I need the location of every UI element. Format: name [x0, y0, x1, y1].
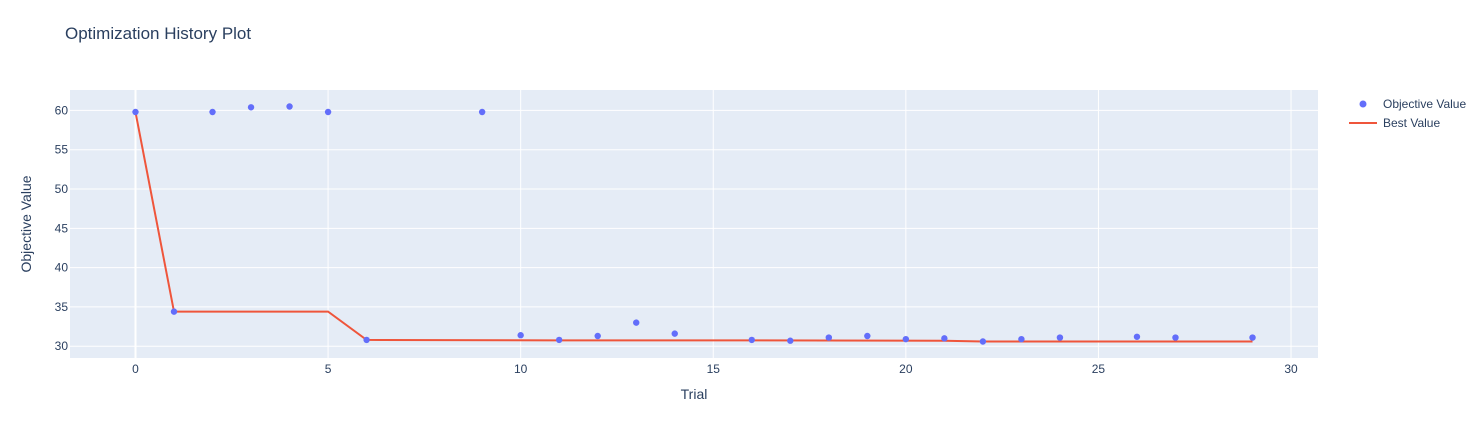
y-tick-label: 45 [55, 221, 69, 235]
data-point-trial-13[interactable] [633, 319, 640, 326]
data-point-trial-4[interactable] [286, 103, 293, 110]
grid [70, 90, 1318, 358]
x-tick-label: 5 [325, 362, 332, 376]
y-tick-label: 35 [55, 300, 69, 314]
data-point-trial-29[interactable] [1249, 334, 1256, 341]
legend-label-best-value: Best Value [1383, 116, 1440, 130]
x-axis-label: Trial [681, 386, 708, 402]
x-tick-label: 20 [899, 362, 913, 376]
data-point-trial-14[interactable] [671, 330, 678, 337]
data-point-trial-20[interactable] [902, 335, 910, 343]
data-point-trial-27[interactable] [1172, 334, 1179, 341]
chart-title: Optimization History Plot [65, 24, 251, 43]
y-tick-labels: 30 35 40 45 50 55 60 [55, 103, 69, 353]
x-tick-label: 30 [1284, 362, 1298, 376]
y-tick-label: 30 [55, 339, 69, 353]
y-tick-label: 50 [55, 182, 69, 196]
data-point-trial-19[interactable] [864, 332, 871, 340]
x-tick-label: 10 [514, 362, 528, 376]
data-point-trial-16[interactable] [748, 336, 755, 344]
data-point-trial-9[interactable] [478, 108, 486, 116]
data-point-trial-24[interactable] [1056, 334, 1064, 341]
data-point-trial-3[interactable] [247, 104, 255, 111]
y-axis-label: Objective Value [18, 175, 34, 272]
x-tick-labels: 0 5 10 15 20 25 30 [132, 362, 1298, 376]
marker-layer [132, 103, 1256, 345]
data-point-trial-5[interactable] [324, 108, 332, 116]
data-point-trial-22[interactable] [979, 338, 987, 345]
legend-item-objective-value[interactable]: Objective Value [1359, 97, 1467, 111]
plot-background [70, 90, 1318, 358]
data-point-trial-23[interactable] [1018, 335, 1025, 343]
data-point-trial-21[interactable] [941, 335, 948, 342]
y-tick-label: 55 [55, 143, 69, 157]
data-point-trial-10[interactable] [517, 332, 524, 339]
data-point-trial-26[interactable] [1133, 333, 1141, 340]
x-tick-label: 25 [1092, 362, 1106, 376]
y-tick-label: 60 [55, 103, 69, 117]
legend[interactable]: Objective Value Best Value [1349, 97, 1466, 130]
data-point-trial-0[interactable] [132, 108, 139, 116]
data-point-trial-1[interactable] [170, 308, 178, 315]
y-tick-label: 40 [55, 261, 69, 275]
data-point-trial-18[interactable] [825, 334, 833, 341]
data-point-trial-17[interactable] [787, 337, 794, 344]
legend-marker-icon [1359, 100, 1367, 108]
data-point-trial-11[interactable] [555, 336, 563, 344]
data-point-trial-12[interactable] [594, 332, 601, 340]
data-point-trial-6[interactable] [363, 336, 370, 344]
x-tick-label: 15 [707, 362, 721, 376]
x-tick-label: 0 [132, 362, 139, 376]
data-point-trial-2[interactable] [209, 108, 216, 116]
legend-item-best-value[interactable]: Best Value [1349, 116, 1440, 130]
legend-label-objective-value: Objective Value [1383, 97, 1466, 111]
